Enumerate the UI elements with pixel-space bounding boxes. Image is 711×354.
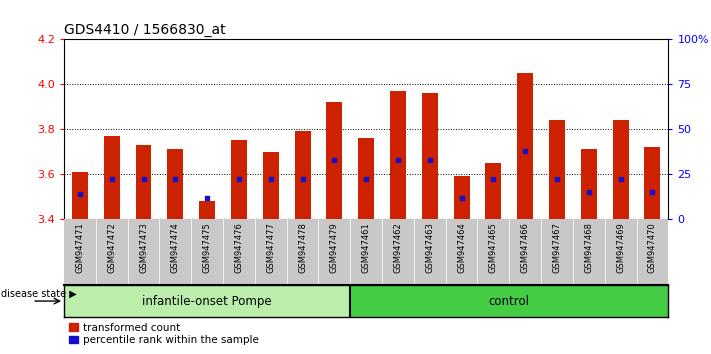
Bar [509,219,541,285]
Bar [422,93,438,219]
Bar [64,219,96,285]
Text: GSM947477: GSM947477 [266,222,275,273]
Bar [478,219,509,285]
Bar [136,145,151,219]
Text: GSM947475: GSM947475 [203,222,212,273]
Bar [159,219,191,285]
Bar [263,152,279,219]
Bar [414,219,446,285]
Bar [167,149,183,219]
Bar [382,219,414,285]
Bar [644,147,661,219]
Bar [72,172,88,219]
Bar [294,131,311,219]
Bar [231,140,247,219]
Bar [636,219,668,285]
Text: GSM947471: GSM947471 [75,222,85,273]
Bar [454,176,469,219]
Bar [199,201,215,219]
Text: GSM947474: GSM947474 [171,222,180,273]
Bar [326,102,342,219]
Bar [127,219,159,285]
Bar [573,219,605,285]
Bar [319,219,351,285]
Text: GSM947476: GSM947476 [235,222,243,273]
Text: GSM947469: GSM947469 [616,222,625,273]
Bar [390,91,406,219]
Bar [605,219,636,285]
Bar [549,120,565,219]
Bar [358,138,374,219]
Text: GSM947468: GSM947468 [584,222,593,273]
Text: GSM947467: GSM947467 [552,222,562,273]
Bar [351,219,382,285]
Text: GSM947470: GSM947470 [648,222,657,273]
Bar [541,219,573,285]
Text: infantile-onset Pompe: infantile-onset Pompe [142,295,272,308]
Bar [287,219,319,285]
Text: GSM947465: GSM947465 [489,222,498,273]
Bar [613,120,629,219]
Text: control: control [488,295,530,308]
Text: GSM947462: GSM947462 [393,222,402,273]
Bar [446,219,478,285]
Text: GSM947461: GSM947461 [362,222,370,273]
Bar [255,219,287,285]
Text: GDS4410 / 1566830_at: GDS4410 / 1566830_at [64,23,225,36]
Text: GSM947463: GSM947463 [425,222,434,273]
Bar [351,285,668,318]
Bar [191,219,223,285]
Text: GSM947479: GSM947479 [330,222,339,273]
Text: GSM947466: GSM947466 [520,222,530,273]
Bar [104,136,119,219]
Text: GSM947472: GSM947472 [107,222,116,273]
Bar [64,285,351,318]
Text: GSM947478: GSM947478 [298,222,307,273]
Text: disease state ▶: disease state ▶ [1,289,77,299]
Bar [517,73,533,219]
Text: GSM947464: GSM947464 [457,222,466,273]
Bar [96,219,127,285]
Legend: transformed count, percentile rank within the sample: transformed count, percentile rank withi… [65,319,263,349]
Text: GSM947473: GSM947473 [139,222,148,273]
Bar [486,163,501,219]
Bar [223,219,255,285]
Bar [581,149,597,219]
